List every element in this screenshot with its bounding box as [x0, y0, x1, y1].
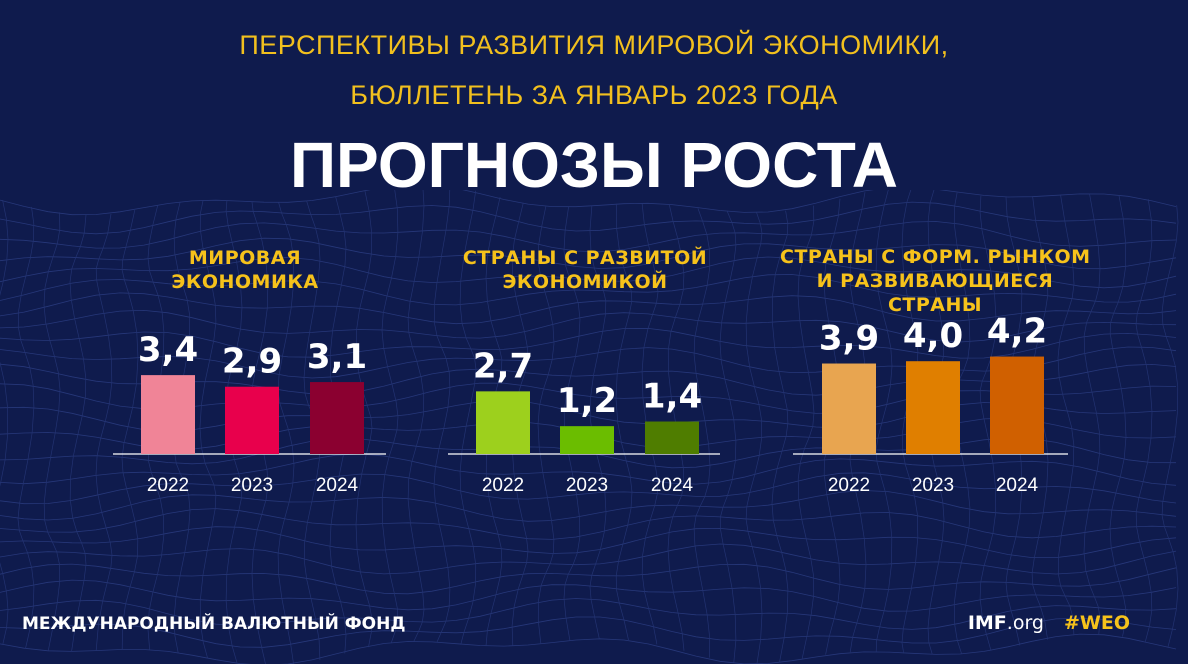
bar-world-2023	[225, 386, 279, 454]
grid-line	[0, 633, 1177, 664]
grid-line	[0, 598, 1177, 630]
grid-line	[381, 190, 399, 643]
bar-advanced-2024	[645, 421, 699, 454]
chart-title-line: И РАЗВИВАЮЩИЕСЯ	[816, 270, 1054, 292]
site-link-bold[interactable]: IMF	[967, 612, 1007, 634]
grid-line	[199, 200, 217, 659]
subtitle-line-1: ПЕРСПЕКТИВЫ РАЗВИТИЯ МИРОВОЙ ЭКОНОМИКИ,	[239, 30, 949, 60]
grid-line	[0, 508, 1177, 540]
grid-line	[0, 363, 1177, 396]
bar-value-label: 4,2	[987, 312, 1047, 352]
x-tick-label: 2024	[316, 475, 359, 496]
grid-line	[0, 526, 1177, 558]
grid-line	[719, 211, 737, 663]
chart-title-line: МИРОВАЯ	[188, 247, 302, 269]
grid-line	[0, 490, 1177, 522]
bar-emerging-2022	[822, 363, 876, 454]
grid-line	[797, 205, 815, 659]
grid-line	[1161, 205, 1179, 648]
grid-line	[0, 256, 1177, 289]
x-tick-label: 2023	[566, 475, 608, 496]
x-tick-label: 2024	[996, 475, 1039, 496]
grid-line	[433, 190, 451, 643]
grid-line	[0, 237, 1177, 270]
bar-value-label: 1,4	[642, 377, 702, 417]
chart-title-emerging: СТРАНЫ С ФОРМ. РЫНКОМ И РАЗВИВАЮЩИЕСЯ СТ…	[780, 245, 1090, 317]
bar-value-label: 1,2	[557, 381, 617, 421]
grid-line	[95, 213, 113, 651]
grid-line	[0, 190, 1177, 216]
grid-line	[875, 190, 893, 652]
bar-advanced-2023	[560, 426, 614, 454]
chart-title-line: СТРАНЫ	[887, 294, 983, 316]
bar-value-label: 3,9	[819, 319, 879, 359]
bar-value-label: 3,4	[138, 330, 198, 370]
grid-line	[563, 206, 581, 641]
page-title: ПРОГНОЗЫ РОСТА	[290, 129, 898, 201]
grid-line	[43, 212, 61, 652]
bar-emerging-2023	[906, 361, 960, 454]
grid-line	[771, 210, 789, 663]
hashtag[interactable]: #WEO	[1063, 612, 1130, 634]
footer-links: IMF.org #WEO	[968, 612, 1130, 634]
grid-line	[17, 206, 35, 649]
chart-title-line: ЭКОНОМИКОЙ	[502, 271, 668, 293]
grid-line	[0, 563, 1177, 595]
grid-line	[0, 399, 1177, 432]
grid-line	[0, 472, 1177, 505]
x-tick-label: 2022	[147, 475, 189, 496]
subtitle-line-2: БЮЛЛЕТЕНЬ ЗА ЯНВАРЬ 2023 ГОДА	[350, 80, 838, 110]
org-name: МЕЖДУНАРОДНЫЙ ВАЛЮТНЫЙ ФОНД	[22, 614, 406, 634]
grid-line	[407, 190, 425, 642]
grid-line	[0, 327, 1177, 359]
grid-line	[0, 543, 1177, 575]
chart-title-advanced: СТРАНЫ С РАЗВИТОЙ ЭКОНОМИКОЙ	[455, 246, 715, 294]
grid-line	[121, 210, 139, 650]
grid-line	[0, 292, 1177, 325]
bar-value-label: 4,0	[903, 316, 963, 356]
grid-line	[0, 221, 1177, 253]
grid-line	[69, 214, 87, 652]
bar-value-label: 3,1	[307, 337, 367, 377]
grid-line	[277, 202, 295, 664]
grid-line	[693, 208, 711, 658]
bar-advanced-2022	[476, 391, 530, 454]
bar-world-2024	[310, 382, 364, 454]
grid-line	[1109, 195, 1127, 637]
chart-title-world: МИРОВАЯ ЭКОНОМИКА	[130, 246, 360, 294]
bar-value-label: 2,9	[222, 342, 282, 382]
bar-emerging-2024	[990, 356, 1044, 454]
x-tick-label: 2022	[828, 475, 870, 496]
grid-line	[537, 206, 555, 644]
bar-world-2022	[141, 375, 195, 454]
chart-title-line: ЭКОНОМИКА	[171, 271, 319, 293]
grid-line	[615, 203, 633, 641]
chart-title-line: СТРАНЫ С ФОРМ. РЫНКОМ	[780, 246, 1091, 268]
grid-line	[0, 346, 1177, 379]
grid-line	[355, 190, 373, 648]
grid-line	[0, 274, 1177, 306]
x-tick-label: 2023	[912, 475, 954, 496]
grid-line	[979, 195, 997, 651]
x-tick-label: 2023	[231, 475, 273, 496]
grid-line	[0, 309, 1177, 343]
grid-line	[901, 190, 919, 654]
x-tick-label: 2022	[482, 475, 524, 496]
grid-line	[745, 212, 763, 664]
grid-line	[0, 453, 1177, 486]
grid-line	[1057, 194, 1075, 636]
bar-value-label: 2,7	[473, 346, 533, 386]
grid-line	[1135, 199, 1153, 642]
site-link-domain[interactable]: .org	[1006, 612, 1044, 634]
x-tick-label: 2024	[651, 475, 694, 496]
grid-line	[459, 190, 477, 645]
chart-title-line: СТРАНЫ С РАЗВИТОЙ	[462, 247, 708, 269]
grid-line	[1083, 193, 1101, 635]
grid-line	[0, 200, 9, 644]
grid-line	[0, 616, 1177, 648]
